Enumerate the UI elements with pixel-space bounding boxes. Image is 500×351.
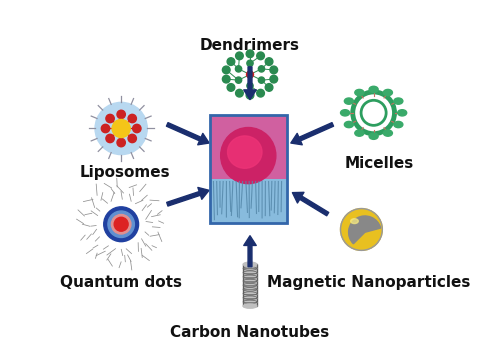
Text: Micelles: Micelles — [344, 156, 414, 171]
Text: Liposomes: Liposomes — [80, 165, 170, 180]
Circle shape — [236, 52, 244, 60]
Circle shape — [117, 138, 126, 147]
Circle shape — [256, 52, 264, 60]
Wedge shape — [348, 216, 380, 244]
Ellipse shape — [344, 121, 354, 128]
Circle shape — [246, 91, 254, 99]
Circle shape — [128, 134, 136, 143]
Circle shape — [265, 58, 273, 65]
Circle shape — [132, 124, 141, 133]
Text: Magnetic Nanoparticles: Magnetic Nanoparticles — [266, 275, 470, 290]
Circle shape — [117, 110, 126, 119]
Ellipse shape — [384, 90, 392, 96]
Circle shape — [265, 84, 273, 91]
FancyArrowPatch shape — [244, 236, 256, 267]
Circle shape — [112, 119, 130, 138]
Ellipse shape — [228, 136, 262, 168]
Ellipse shape — [344, 98, 354, 104]
Circle shape — [108, 211, 134, 238]
Circle shape — [227, 58, 235, 65]
Circle shape — [236, 66, 242, 72]
Ellipse shape — [369, 86, 378, 93]
Ellipse shape — [355, 90, 364, 96]
Circle shape — [247, 60, 253, 66]
Text: Quantum dots: Quantum dots — [60, 275, 182, 290]
Ellipse shape — [394, 121, 403, 128]
Text: Carbon Nanotubes: Carbon Nanotubes — [170, 325, 330, 340]
Circle shape — [258, 66, 264, 72]
Circle shape — [95, 102, 148, 154]
Ellipse shape — [355, 130, 364, 136]
Circle shape — [114, 217, 128, 231]
Ellipse shape — [384, 130, 392, 136]
Circle shape — [246, 71, 254, 78]
Circle shape — [270, 75, 278, 83]
Circle shape — [106, 134, 114, 143]
FancyArrowPatch shape — [166, 122, 209, 145]
FancyArrowPatch shape — [166, 187, 209, 206]
Circle shape — [246, 50, 254, 58]
Ellipse shape — [243, 262, 257, 266]
Ellipse shape — [369, 133, 378, 139]
Bar — [210, 174, 286, 223]
Circle shape — [222, 66, 230, 74]
Bar — [210, 114, 286, 179]
Circle shape — [112, 214, 131, 234]
Ellipse shape — [350, 219, 358, 224]
Circle shape — [227, 84, 235, 91]
Ellipse shape — [220, 127, 276, 184]
Circle shape — [128, 114, 136, 123]
Circle shape — [104, 207, 138, 241]
FancyArrowPatch shape — [244, 67, 256, 100]
FancyArrowPatch shape — [291, 122, 334, 145]
Text: Dendrimers: Dendrimers — [200, 38, 300, 53]
Ellipse shape — [243, 304, 257, 308]
Circle shape — [340, 208, 382, 250]
FancyArrowPatch shape — [292, 192, 328, 216]
Circle shape — [258, 77, 264, 83]
Circle shape — [256, 90, 264, 97]
Ellipse shape — [394, 98, 403, 104]
Circle shape — [247, 82, 253, 89]
Circle shape — [236, 77, 242, 83]
Bar — [210, 114, 286, 223]
Bar — [243, 264, 257, 306]
Ellipse shape — [398, 110, 406, 116]
Circle shape — [236, 90, 244, 97]
Circle shape — [270, 66, 278, 74]
Circle shape — [106, 114, 114, 123]
Circle shape — [222, 75, 230, 83]
Circle shape — [102, 124, 110, 133]
Ellipse shape — [340, 110, 349, 116]
